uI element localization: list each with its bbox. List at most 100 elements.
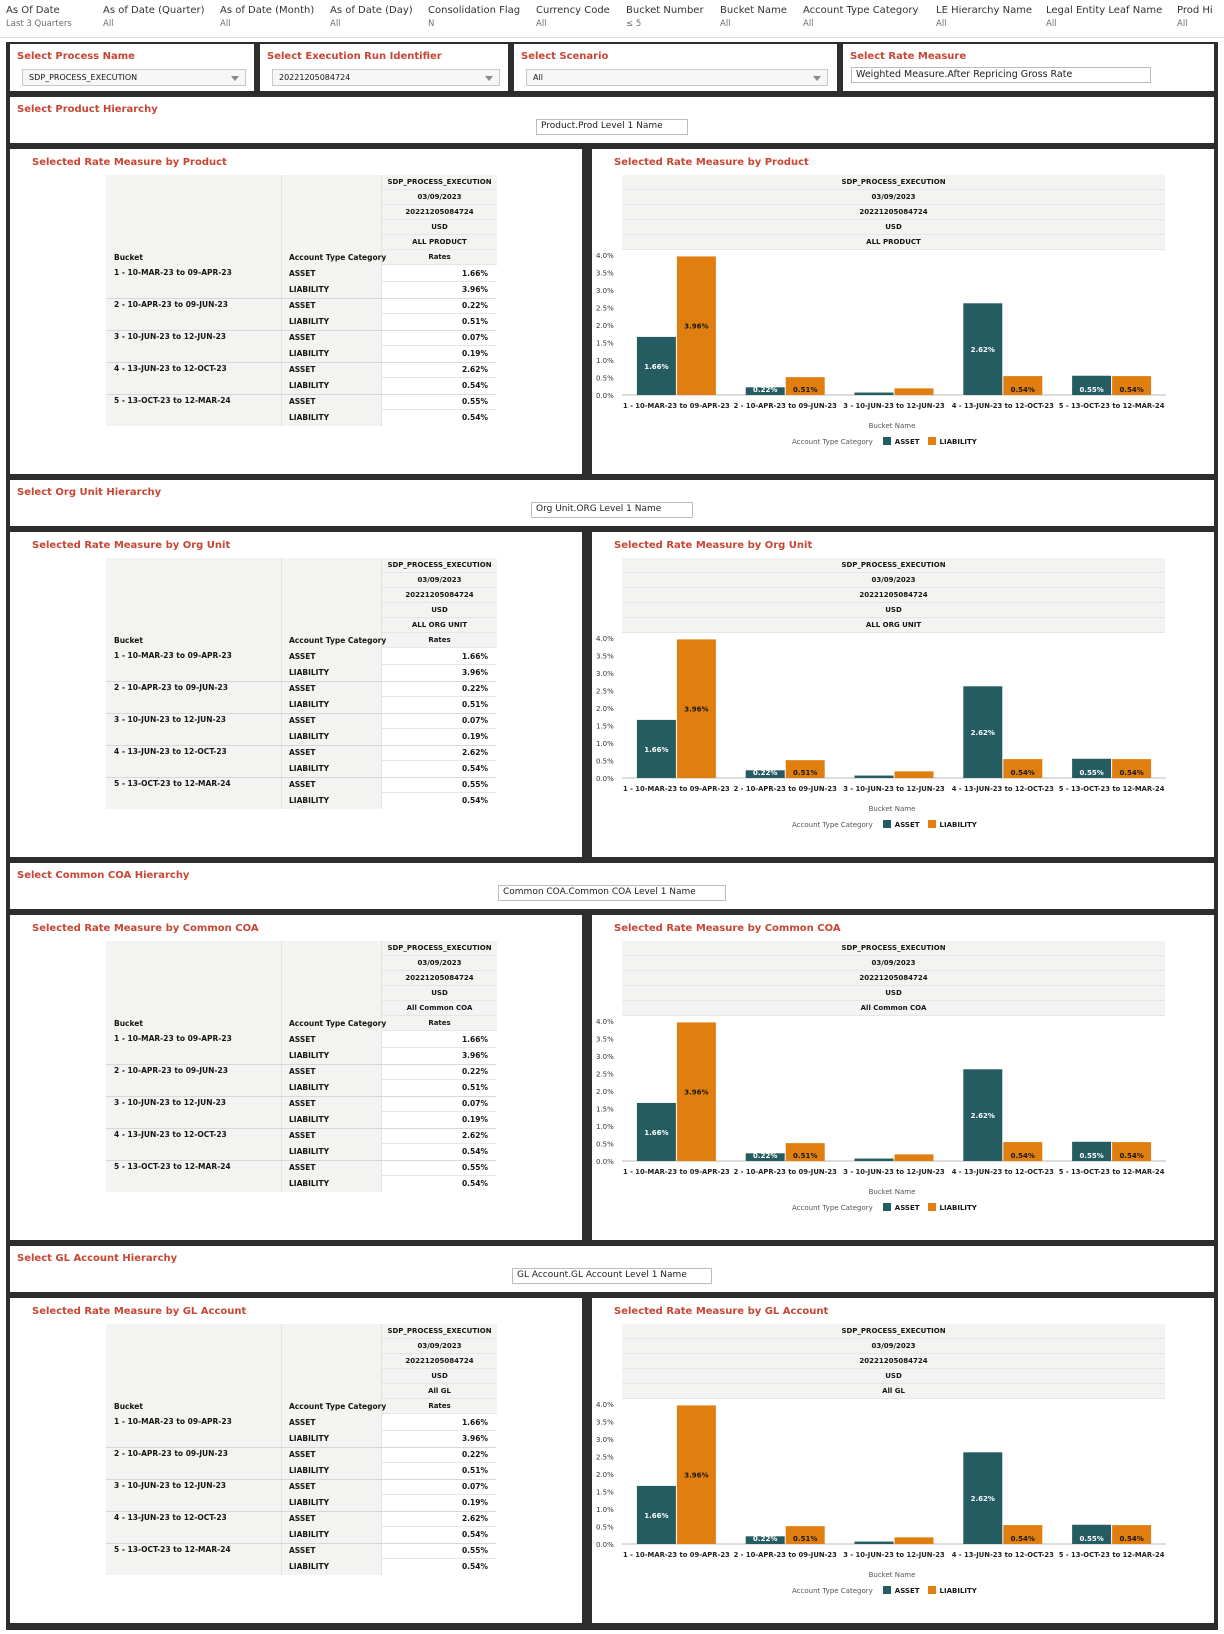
bar-liability[interactable] (676, 639, 716, 778)
bar-asset[interactable] (636, 1485, 676, 1544)
scenario-selector-title: Select Scenario (521, 51, 609, 62)
bar-asset[interactable] (1072, 375, 1112, 395)
filter-8[interactable]: Account Type Category All (803, 5, 918, 29)
filter-7[interactable]: Bucket Name All (720, 5, 787, 29)
legend-item-asset[interactable]: ASSET (882, 437, 920, 446)
filter-5[interactable]: Currency Code All (536, 5, 610, 29)
filter-value: All (720, 19, 731, 29)
legend-label-liability: LIABILITY (939, 438, 977, 446)
chart-header-cell: 20221205084724 (622, 205, 1165, 220)
bar-asset[interactable] (963, 1069, 1003, 1161)
bar-value-label: 0.54% (1119, 769, 1143, 777)
chart-header-cell: ALL PRODUCT (622, 235, 1165, 250)
bar-liability[interactable] (676, 1405, 716, 1544)
bar-liability[interactable] (894, 1537, 934, 1544)
bar-asset[interactable] (636, 719, 676, 778)
bar-asset[interactable] (636, 1102, 676, 1161)
filter-4[interactable]: Consolidation Flag N (428, 5, 520, 29)
column-header: SDP_PROCESS_EXECUTION (382, 1324, 497, 1339)
bar-liability[interactable] (676, 256, 716, 395)
scenario-dropdown[interactable]: All (526, 69, 828, 86)
filter-9[interactable]: LE Hierarchy Name All (936, 5, 1032, 29)
filter-label: Consolidation Flag (428, 5, 521, 16)
bar-liability[interactable] (1112, 1525, 1152, 1544)
hierarchy-level-field[interactable]: Common COA.Common COA Level 1 Name (498, 885, 726, 901)
filter-10[interactable]: Legal Entity Leaf Name All (1046, 5, 1162, 29)
rate-measure-field[interactable]: Weighted Measure.After Repricing Gross R… (851, 67, 1151, 83)
x-category-label: 1 - 10-MAR-23 to 09-APR-23 (623, 1168, 730, 1176)
filter-6[interactable]: Bucket Number ≤ 5 (626, 5, 704, 29)
legend-item-liability[interactable]: LIABILITY (927, 437, 977, 446)
bar-asset[interactable] (1072, 1141, 1112, 1161)
row-divider (381, 1430, 496, 1431)
group-divider (106, 777, 496, 778)
bar-asset[interactable] (1072, 758, 1112, 778)
account-type-liability: LIABILITY (289, 1530, 329, 1539)
bar-asset[interactable] (854, 1158, 894, 1161)
x-axis-title: Bucket Name (869, 422, 916, 430)
column-header: 20221205084724 (382, 205, 497, 220)
filter-0[interactable]: As Of Date Last 3 Quarters (6, 5, 72, 29)
bar-liability[interactable] (785, 760, 825, 778)
bar-asset[interactable] (745, 770, 785, 778)
account-type-asset: ASSET (289, 1131, 316, 1140)
y-tick-label: 1.5% (596, 1489, 614, 1497)
bar-liability[interactable] (785, 1526, 825, 1544)
bar-asset[interactable] (745, 387, 785, 395)
hierarchy-level-field[interactable]: GL Account.GL Account Level 1 Name (512, 1268, 712, 1284)
filter-11[interactable]: Prod Hi All (1177, 5, 1213, 29)
bar-liability[interactable] (894, 1154, 934, 1161)
bar-asset[interactable] (854, 775, 894, 778)
group-divider (106, 362, 496, 363)
bar-asset[interactable] (854, 392, 894, 395)
chart-legend: Account Type Category ASSET LIABILITY (792, 1586, 985, 1595)
group-divider (106, 1096, 496, 1097)
bucket-label: 2 - 10-APR-23 to 09-JUN-23 (114, 683, 228, 692)
account-type-liability: LIABILITY (289, 1434, 329, 1443)
legend-item-liability[interactable]: LIABILITY (927, 1586, 977, 1595)
hierarchy-level-field[interactable]: Org Unit.ORG Level 1 Name (531, 502, 693, 518)
bar-liability[interactable] (894, 388, 934, 395)
chart-title: Selected Rate Measure by Product (614, 157, 809, 168)
bar-asset[interactable] (1072, 1524, 1112, 1544)
rate-bar-chart: 0.0% 0.5% 1.0% 1.5% 2.0% 2.5% 3.0% 3.5% 4.0% 1.66… (596, 635, 1166, 813)
filter-1[interactable]: As of Date (Quarter) All (103, 5, 205, 29)
hierarchy-level-field[interactable]: Product.Prod Level 1 Name (536, 119, 688, 135)
bar-liability[interactable] (894, 771, 934, 778)
bar-liability[interactable] (1003, 759, 1043, 778)
bar-liability[interactable] (1003, 1525, 1043, 1544)
legend-item-liability[interactable]: LIABILITY (927, 820, 977, 829)
bar-liability[interactable] (1112, 1142, 1152, 1161)
legend-item-asset[interactable]: ASSET (882, 1203, 920, 1212)
bar-asset[interactable] (636, 336, 676, 395)
bar-liability[interactable] (676, 1022, 716, 1161)
bar-asset[interactable] (854, 1541, 894, 1544)
bar-liability[interactable] (785, 377, 825, 395)
hierarchy-selector-title: Select Org Unit Hierarchy (17, 487, 162, 498)
legend-item-asset[interactable]: ASSET (882, 820, 920, 829)
bar-liability[interactable] (1112, 759, 1152, 778)
group-divider (106, 1543, 496, 1544)
y-tick-label: 2.5% (596, 688, 614, 696)
bar-asset[interactable] (963, 1452, 1003, 1544)
legend-swatch-asset (882, 1203, 891, 1211)
bar-asset[interactable] (745, 1153, 785, 1161)
run-dropdown[interactable]: 20221205084724 (272, 69, 500, 86)
filter-2[interactable]: As of Date (Month) All (220, 5, 314, 29)
bar-asset[interactable] (963, 303, 1003, 395)
bar-liability[interactable] (1003, 376, 1043, 395)
account-type-header: Account Type Category (289, 1402, 387, 1411)
bar-asset[interactable] (963, 686, 1003, 778)
x-category-label: 2 - 10-APR-23 to 09-JUN-23 (734, 1168, 838, 1176)
bar-liability[interactable] (1112, 376, 1152, 395)
bar-liability[interactable] (1003, 1142, 1043, 1161)
bar-liability[interactable] (785, 1143, 825, 1161)
process-dropdown[interactable]: SDP_PROCESS_EXECUTION (22, 69, 246, 86)
filter-3[interactable]: As of Date (Day) All (330, 5, 413, 29)
legend-item-asset[interactable]: ASSET (882, 1586, 920, 1595)
bar-value-label: 0.22% (753, 769, 777, 777)
bar-value-label: 0.51% (793, 1535, 817, 1543)
legend-item-liability[interactable]: LIABILITY (927, 1203, 977, 1212)
bar-asset[interactable] (745, 1536, 785, 1544)
chart-legend: Account Type Category ASSET LIABILITY (792, 820, 985, 829)
